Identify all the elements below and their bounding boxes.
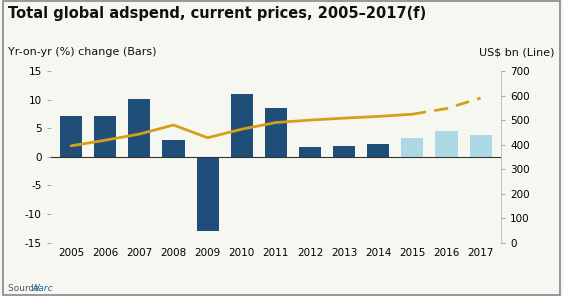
Bar (94, 116, 117, 157)
Bar (231, 94, 253, 157)
Text: Total global adspend, current prices, 2005–2017(f): Total global adspend, current prices, 20… (8, 6, 427, 21)
Bar (299, 147, 321, 157)
Bar (470, 135, 491, 157)
Bar (333, 146, 355, 157)
Text: Source:: Source: (8, 284, 45, 293)
Bar (367, 144, 390, 157)
Bar (401, 138, 423, 157)
Bar (128, 99, 150, 157)
Bar (265, 108, 287, 157)
Text: Warc: Warc (30, 284, 52, 293)
Text: Yr-on-yr (%) change (Bars): Yr-on-yr (%) change (Bars) (8, 47, 157, 57)
Text: US$ bn (Line): US$ bn (Line) (479, 47, 555, 57)
Bar (60, 116, 82, 157)
Bar (196, 157, 218, 231)
Bar (435, 131, 458, 157)
Bar (162, 140, 185, 157)
